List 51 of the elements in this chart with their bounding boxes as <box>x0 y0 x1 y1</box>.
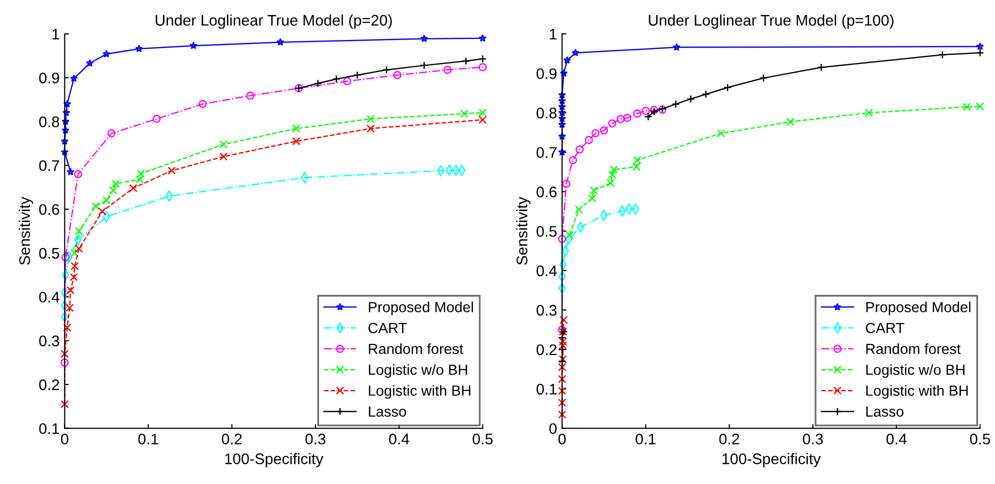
y-tick-label: 0.8 <box>39 116 60 128</box>
x-tick-label: 0.2 <box>719 434 740 444</box>
y-axis-title: Sensitivity <box>18 196 34 265</box>
x-tick-label: 0.4 <box>886 434 907 444</box>
legend-label: Lasso <box>368 406 406 417</box>
y-tick-label: 0 <box>549 423 557 434</box>
legend-label: Random forest <box>368 343 464 354</box>
y-tick-label: 0.4 <box>39 292 60 303</box>
y-tick-label: 0.9 <box>536 68 556 80</box>
x-axis-title: 100-Specificity <box>225 453 324 468</box>
x-tick-label: 0.5 <box>472 434 493 444</box>
x-tick-label: 0.3 <box>802 434 823 444</box>
y-tick-label: 0.2 <box>39 379 60 390</box>
y-tick-label: 0.9 <box>39 72 60 84</box>
legend-label: Lasso <box>866 406 904 417</box>
y-tick-label: 0.1 <box>39 423 60 434</box>
legend-label: Logistic w/o BH <box>368 364 468 378</box>
legend-label: CART <box>866 322 904 334</box>
legend-label: Random forest <box>866 343 961 354</box>
y-tick-label: 0.3 <box>39 336 60 346</box>
legend-label: Logistic w/o BH <box>866 364 964 378</box>
x-axis-title: 100-Specificity <box>722 453 821 468</box>
y-tick-label: 0.5 <box>536 226 557 237</box>
y-tick-label: 0.8 <box>536 108 557 118</box>
y-tick-label: 0.3 <box>536 304 557 316</box>
legend-label: Proposed Model <box>866 302 970 316</box>
x-tick-label: 0.4 <box>389 434 410 444</box>
legend-label: Proposed Model <box>368 302 473 316</box>
x-tick-label: 0.5 <box>970 434 990 444</box>
y-tick-label: 0.7 <box>39 160 60 172</box>
y-tick-label: 1 <box>52 28 60 40</box>
x-tick-label: 0.2 <box>222 434 242 444</box>
y-tick-label: 0.2 <box>536 344 556 356</box>
y-axis-title: Sensitivity <box>516 196 530 265</box>
x-tick-label: 0.3 <box>305 434 326 444</box>
chart-title: Under Loglinear True Model (p=20) <box>156 14 392 29</box>
x-tick-label: 0 <box>558 434 566 444</box>
y-tick-label: 1 <box>550 28 556 40</box>
y-tick-label: 0.7 <box>536 147 556 158</box>
x-tick-label: 0 <box>61 434 68 444</box>
y-tick-label: 0.4 <box>536 265 557 276</box>
legend-label: CART <box>368 322 407 334</box>
y-tick-label: 0.6 <box>39 204 60 215</box>
x-tick-label: 0.1 <box>138 434 158 444</box>
chart-title: Under Loglinear True Model (p=100) <box>648 14 894 29</box>
y-tick-label: 0.6 <box>536 186 557 198</box>
y-tick-label: 0.1 <box>536 384 556 395</box>
x-tick-label: 0.1 <box>636 434 656 444</box>
legend-label: Logistic with BH <box>866 385 968 399</box>
y-tick-label: 0.5 <box>39 248 60 259</box>
legend-label: Logistic with BH <box>368 385 470 399</box>
